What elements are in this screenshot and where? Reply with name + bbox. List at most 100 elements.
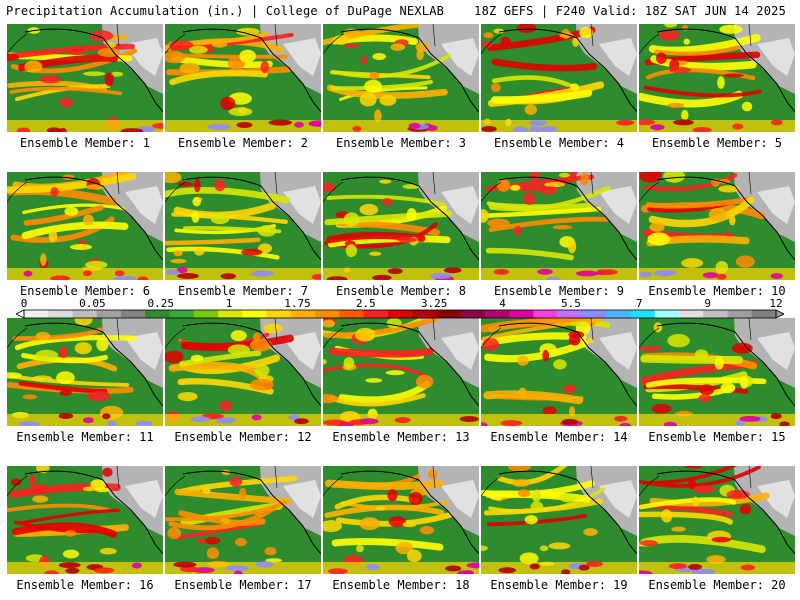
legend-color-swatch: [169, 310, 195, 318]
legend-color-swatch: [193, 310, 219, 318]
ensemble-member-panel: Ensemble Member: 12: [165, 318, 321, 444]
legend-tick-label: 7: [635, 297, 643, 310]
ensemble-member-label: Ensemble Member: 7: [177, 284, 309, 298]
legend-color-swatch: [460, 310, 486, 318]
legend-color-swatch: [557, 310, 583, 318]
ensemble-member-label: Ensemble Member: 9: [493, 284, 625, 298]
ensemble-member-panel: Ensemble Member: 16: [7, 466, 163, 592]
legend-color-swatch: [581, 310, 607, 318]
ensemble-member-label: Ensemble Member: 5: [651, 136, 783, 150]
ensemble-member-label: Ensemble Member: 4: [493, 136, 625, 150]
ensemble-member-label: Ensemble Member: 18: [332, 578, 470, 592]
ensemble-member-label: Ensemble Member: 11: [16, 430, 154, 444]
legend-tick-label: 1.75: [284, 297, 311, 310]
ensemble-member-label: Ensemble Member: 6: [19, 284, 151, 298]
legend-color-swatch: [363, 310, 389, 318]
ensemble-member-label: Ensemble Member: 1: [19, 136, 151, 150]
legend-color-swatch: [218, 310, 243, 318]
legend-tick-label: 9: [704, 297, 711, 310]
ensemble-member-label: Ensemble Member: 8: [335, 284, 467, 298]
ensemble-member-panel: Ensemble Member: 2: [165, 24, 321, 150]
legend-tick-label: 0.25: [147, 297, 174, 310]
ensemble-member-label: Ensemble Member: 20: [648, 578, 786, 592]
legend-color-swatch: [145, 310, 171, 318]
ensemble-member-panel: Ensemble Member: 8: [323, 172, 479, 298]
precipitation-map: [639, 24, 795, 132]
legend-color-swatch: [533, 310, 559, 318]
precipitation-map: [481, 466, 637, 574]
ensemble-member-panel: Ensemble Member: 3: [323, 24, 479, 150]
ensemble-member-panel: Ensemble Member: 15: [639, 318, 795, 444]
legend-color-swatch: [242, 310, 268, 318]
legend-color-swatch: [727, 310, 753, 318]
precipitation-map: [7, 466, 163, 574]
map-title: Precipitation Accumulation (in.) | Colle…: [6, 4, 445, 18]
ensemble-member-label: Ensemble Member: 15: [648, 430, 786, 444]
legend-tick-label: 4: [499, 297, 506, 310]
legend-color-swatch: [290, 310, 316, 318]
legend-color-swatch: [654, 310, 680, 318]
ensemble-member-panel: Ensemble Member: 4: [481, 24, 637, 150]
precipitation-map: [481, 318, 637, 426]
ensemble-member-label: Ensemble Member: 3: [335, 136, 467, 150]
legend-min-arrow: [16, 309, 25, 319]
ensemble-member-panel: Ensemble Member: 5: [639, 24, 795, 150]
legend-tick-label: 3.25: [420, 297, 448, 310]
legend-color-swatch: [387, 310, 413, 318]
legend-tick-label: 0: [20, 297, 28, 310]
legend-color-swatch: [48, 310, 74, 318]
ensemble-member-label: Ensemble Member: 2: [177, 136, 309, 150]
ensemble-member-panel: Ensemble Member: 1: [7, 24, 163, 150]
ensemble-member-panel: Ensemble Member: 17: [165, 466, 321, 592]
legend-color-swatch: [72, 310, 98, 318]
legend-color-swatch: [266, 310, 292, 318]
precipitation-map: [7, 172, 163, 280]
precipitation-color-legend: 0 0.05 0.25 1 1.75 2.5 3.25 4 5.5 7 9 12: [16, 297, 784, 323]
legend-bar-outline: [23, 309, 777, 319]
legend-tick-label: 5.5: [560, 297, 581, 310]
legend-color-swatch: [24, 310, 49, 318]
legend-color-swatch: [436, 310, 462, 318]
legend-color-bar: [16, 309, 784, 319]
ensemble-member-panel: Ensemble Member: 18: [323, 466, 479, 592]
ensemble-member-panel: Ensemble Member: 10: [639, 172, 795, 298]
ensemble-member-panel: Ensemble Member: 20: [639, 466, 795, 592]
ensemble-member-panel: Ensemble Member: 19: [481, 466, 637, 592]
legend-color-swatch: [339, 310, 365, 318]
precipitation-map: [165, 466, 321, 574]
precipitation-map: [7, 318, 163, 426]
legend-color-swatch: [121, 310, 146, 318]
legend-color-swatch: [315, 310, 340, 318]
legend-color-swatch: [509, 310, 534, 318]
legend-color-swatch: [703, 310, 728, 318]
ensemble-member-panel: Ensemble Member: 6: [7, 172, 163, 298]
precipitation-map: [639, 318, 795, 426]
legend-tick-label: 2.5: [355, 297, 376, 310]
ensemble-member-label: Ensemble Member: 16: [16, 578, 154, 592]
legend-tick-label: 0.05: [79, 297, 106, 310]
precipitation-map: [639, 466, 795, 574]
ensemble-member-label: Ensemble Member: 10: [648, 284, 786, 298]
precipitation-map: [481, 24, 637, 132]
ensemble-member-label: Ensemble Member: 14: [490, 430, 628, 444]
ensemble-member-panel: Ensemble Member: 11: [7, 318, 163, 444]
ensemble-member-panel: Ensemble Member: 9: [481, 172, 637, 298]
legend-color-swatch: [678, 310, 704, 318]
ensemble-member-label: Ensemble Member: 12: [174, 430, 312, 444]
ensemble-panel-grid: Ensemble Member: 1 Ensemble Member: 2 Ense…: [7, 24, 795, 600]
ensemble-member-panel: Ensemble Member: 14: [481, 318, 637, 444]
precipitation-map: [639, 172, 795, 280]
precipitation-map: [7, 24, 163, 132]
ensemble-member-label: Ensemble Member: 13: [332, 430, 470, 444]
precipitation-map: [323, 172, 479, 280]
precipitation-map: [165, 318, 321, 426]
precipitation-map: [323, 318, 479, 426]
legend-color-swatch: [484, 310, 510, 318]
ensemble-member-panel: Ensemble Member: 13: [323, 318, 479, 444]
precipitation-map: [165, 172, 321, 280]
legend-color-swatch: [751, 310, 777, 318]
precipitation-map: [481, 172, 637, 280]
precipitation-map: [165, 24, 321, 132]
legend-tick-label: 1: [225, 297, 233, 310]
legend-color-swatch: [630, 310, 656, 318]
